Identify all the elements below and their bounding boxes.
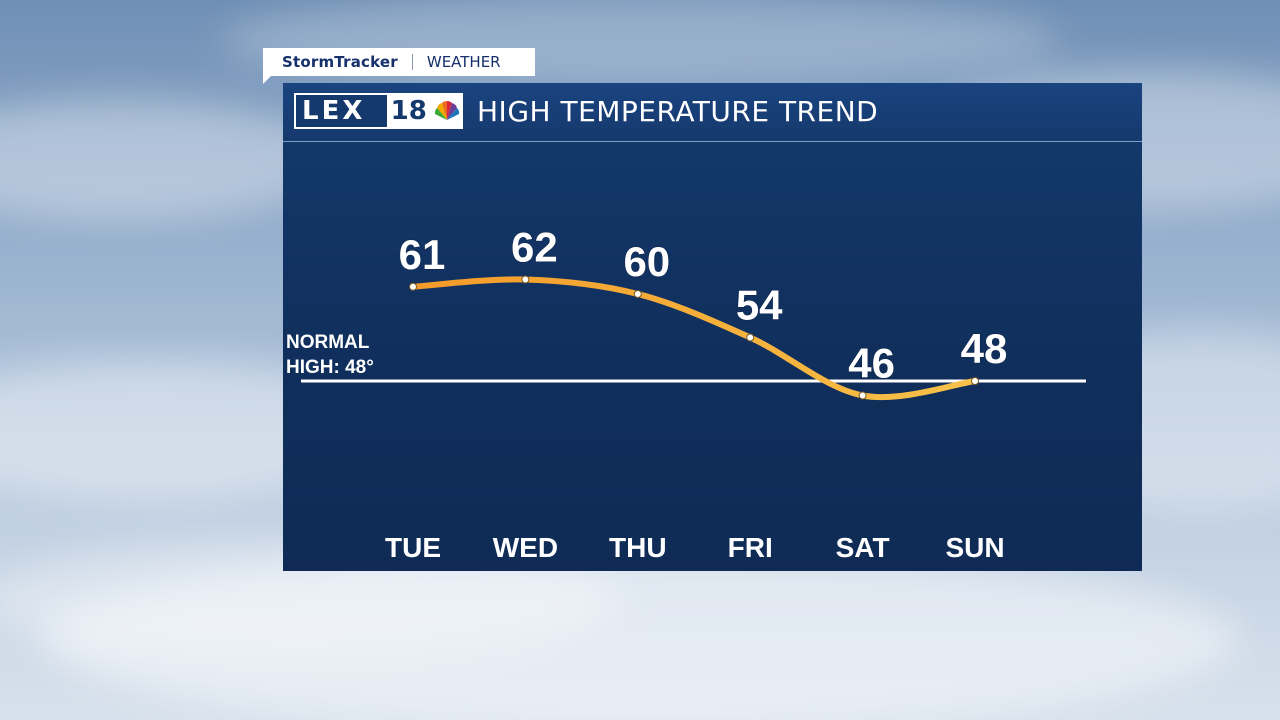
x-tick-label: THU: [609, 532, 667, 563]
temperature-chart: NORMAL HIGH: 48° 61 TUE 62 WED 60 THU 54 FRI 46 S…: [286, 223, 1086, 563]
chart-title: HIGH TEMPERATURE TREND: [477, 95, 879, 128]
data-point: [971, 377, 979, 385]
x-tick-label: SUN: [945, 532, 1004, 563]
x-tick-label: SAT: [836, 532, 890, 563]
forecast-panel: LEX 18 HIGH TEMPERATURE TREND: [283, 83, 1142, 571]
data-label: 48: [961, 325, 1008, 372]
data-point: [746, 333, 755, 342]
temperature-series-line: [410, 276, 978, 401]
banner-brand: StormTracker: [282, 53, 398, 71]
data-label: 60: [623, 238, 670, 285]
x-tick-label: WED: [493, 532, 558, 563]
data-point: [521, 275, 530, 284]
banner-section: WEATHER: [426, 53, 501, 71]
x-tick-label: TUE: [385, 532, 441, 563]
data-label: 62: [511, 224, 558, 271]
data-point: [409, 282, 417, 291]
data-label: 61: [399, 231, 446, 278]
banner-notch: [263, 76, 271, 84]
normal-high-label-line2: HIGH: 48°: [286, 357, 374, 378]
stormtracker-banner: StormTracker WEATHER: [263, 48, 535, 76]
station-logo: LEX 18: [294, 93, 463, 129]
panel-header: LEX 18 HIGH TEMPERATURE TREND: [283, 83, 1142, 142]
banner-divider: [411, 54, 413, 70]
data-point: [858, 391, 867, 400]
logo-text: LEX: [302, 96, 366, 126]
peacock-icon: [433, 95, 461, 127]
data-label: 46: [848, 340, 895, 387]
data-point: [633, 290, 642, 298]
data-label: 54: [736, 282, 783, 329]
logo-number: 18: [386, 95, 433, 127]
normal-high-label-line1: NORMAL: [286, 332, 370, 353]
x-tick-label: FRI: [728, 532, 773, 563]
